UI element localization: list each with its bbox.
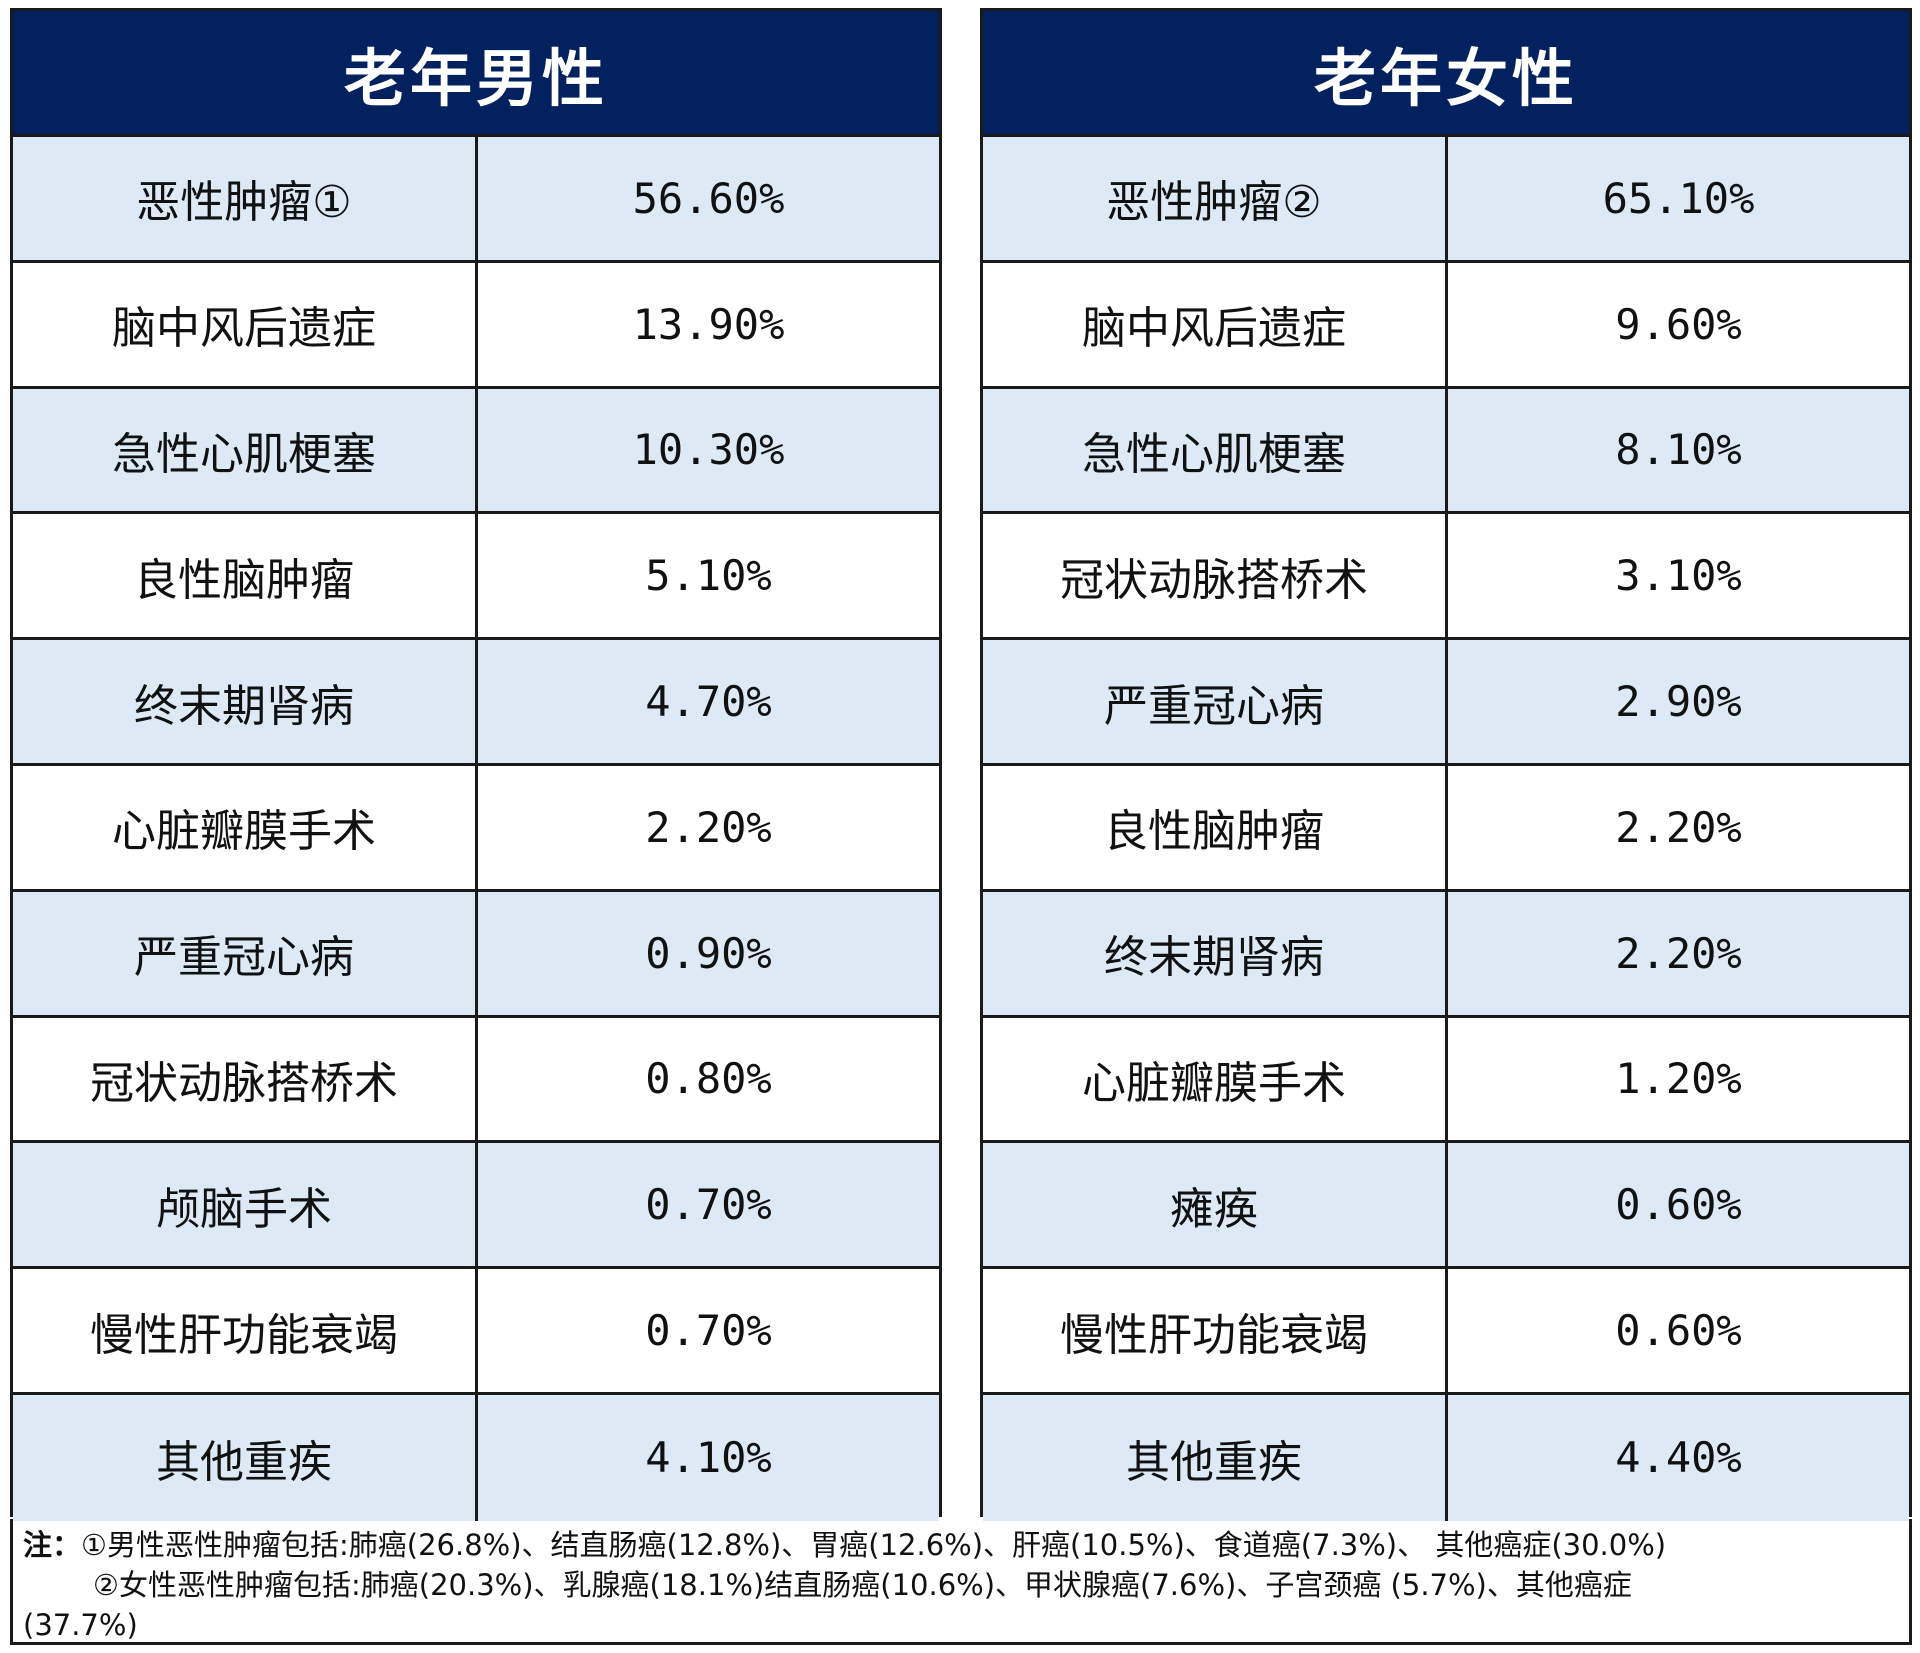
disease-name-cell: 严重冠心病 xyxy=(13,891,478,1015)
footnote-male-text: ①男性恶性肿瘤包括:肺癌(26.8%)、结直肠癌(12.8%)、胃癌(12.6%… xyxy=(81,1528,1667,1562)
disease-name-cell: 良性脑肿瘤 xyxy=(13,514,478,638)
disease-name-cell: 瘫痪 xyxy=(983,1143,1448,1267)
percentage-cell: 1.20% xyxy=(1615,1054,1742,1104)
female-table-rows: 恶性肿瘤② 65.10% 脑中风后遗症 9.60% 急性心肌梗塞 8.10% 冠状动脉搭桥术… xyxy=(983,137,1909,1521)
table-row: 心脏瓣膜手术 1.20% xyxy=(983,1017,1909,1144)
table-row: 严重冠心病 0.90% xyxy=(13,891,939,1018)
percentage-cell: 4.10% xyxy=(645,1433,772,1483)
disease-name-cell: 急性心肌梗塞 xyxy=(983,388,1448,512)
disease-name-cell: 冠状动脉搭桥术 xyxy=(13,1017,478,1141)
percentage-cell: 0.70% xyxy=(645,1180,772,1230)
percentage-cell: 0.60% xyxy=(1615,1306,1742,1356)
table-row: 恶性肿瘤① 56.60% xyxy=(13,137,939,263)
percentage-cell: 10.30% xyxy=(632,425,785,475)
percentage-cell: 2.20% xyxy=(1615,928,1742,978)
disease-name-cell: 慢性肝功能衰竭 xyxy=(13,1269,478,1392)
disease-name-cell: 急性心肌梗塞 xyxy=(13,388,478,512)
disease-name-cell: 心脏瓣膜手术 xyxy=(13,765,478,889)
male-table-rows: 恶性肿瘤① 56.60% 脑中风后遗症 13.90% 急性心肌梗塞 10.30% 良性脑肿瘤… xyxy=(13,137,939,1521)
footnote-line-1: 注：①男性恶性肿瘤包括:肺癌(26.8%)、结直肠癌(12.8%)、胃癌(12.… xyxy=(23,1525,1899,1565)
percentage-cell: 2.90% xyxy=(1615,677,1742,727)
percentage-cell: 2.20% xyxy=(645,802,772,852)
table-row: 心脏瓣膜手术 2.20% xyxy=(13,765,939,892)
footnote-line-3: (37.7%) xyxy=(23,1608,138,1642)
table-row: 终末期肾病 2.20% xyxy=(983,891,1909,1018)
percentage-cell: 0.60% xyxy=(1615,1180,1742,1230)
table-row: 急性心肌梗塞 10.30% xyxy=(13,388,939,515)
table-row: 严重冠心病 2.90% xyxy=(983,640,1909,766)
percentage-cell: 4.40% xyxy=(1615,1433,1742,1483)
table-row: 冠状动脉搭桥术 3.10% xyxy=(983,514,1909,641)
table-row: 颅脑手术 0.70% xyxy=(13,1143,939,1270)
disease-name-cell: 脑中风后遗症 xyxy=(13,262,478,386)
table-row: 良性脑肿瘤 2.20% xyxy=(983,765,1909,892)
percentage-cell: 0.70% xyxy=(645,1306,772,1356)
percentage-cell: 9.60% xyxy=(1615,299,1742,349)
disease-name-cell: 其他重疾 xyxy=(13,1394,478,1521)
disease-name-cell: 良性脑肿瘤 xyxy=(983,765,1448,889)
percentage-cell: 65.10% xyxy=(1602,173,1755,223)
percentage-cell: 4.70% xyxy=(645,677,772,727)
percentage-cell: 3.10% xyxy=(1615,551,1742,601)
table-row: 慢性肝功能衰竭 0.60% xyxy=(983,1269,1909,1395)
male-table: 老年男性 恶性肿瘤① 56.60% 脑中风后遗症 13.90% 急性心肌梗塞 10.30%… xyxy=(10,8,942,1521)
table-row: 脑中风后遗症 13.90% xyxy=(13,262,939,389)
percentage-cell: 13.90% xyxy=(632,299,785,349)
percentage-cell: 2.20% xyxy=(1615,802,1742,852)
footnote-line-2: ②女性恶性肿瘤包括:肺癌(20.3%)、乳腺癌(18.1%)结直肠癌(10.6%… xyxy=(93,1568,1632,1602)
disease-name-cell: 冠状动脉搭桥术 xyxy=(983,514,1448,638)
percentage-cell: 8.10% xyxy=(1615,425,1742,475)
disease-name-cell: 颅脑手术 xyxy=(13,1143,478,1267)
disease-name-cell: 恶性肿瘤② xyxy=(983,137,1448,260)
table-row: 瘫痪 0.60% xyxy=(983,1143,1909,1270)
male-table-title: 老年男性 xyxy=(13,11,939,137)
disease-name-cell: 终末期肾病 xyxy=(13,640,478,763)
disease-name-cell: 恶性肿瘤① xyxy=(13,137,478,260)
table-row: 冠状动脉搭桥术 0.80% xyxy=(13,1017,939,1144)
table-row: 其他重疾 4.10% xyxy=(13,1394,939,1521)
percentage-cell: 0.80% xyxy=(645,1054,772,1104)
female-table-title: 老年女性 xyxy=(983,11,1909,137)
table-row: 终末期肾病 4.70% xyxy=(13,640,939,766)
table-row: 急性心肌梗塞 8.10% xyxy=(983,388,1909,515)
footnote-label: 注： xyxy=(23,1528,82,1562)
percentage-cell: 5.10% xyxy=(645,551,772,601)
table-row: 其他重疾 4.40% xyxy=(983,1394,1909,1521)
percentage-cell: 0.90% xyxy=(645,928,772,978)
disease-name-cell: 脑中风后遗症 xyxy=(983,262,1448,386)
table-row: 脑中风后遗症 9.60% xyxy=(983,262,1909,389)
disease-name-cell: 慢性肝功能衰竭 xyxy=(983,1269,1448,1392)
disease-name-cell: 终末期肾病 xyxy=(983,891,1448,1015)
percentage-cell: 56.60% xyxy=(632,173,785,223)
disease-name-cell: 其他重疾 xyxy=(983,1394,1448,1521)
table-row: 良性脑肿瘤 5.10% xyxy=(13,514,939,641)
disease-name-cell: 心脏瓣膜手术 xyxy=(983,1017,1448,1141)
table-row: 恶性肿瘤② 65.10% xyxy=(983,137,1909,263)
female-table: 老年女性 恶性肿瘤② 65.10% 脑中风后遗症 9.60% 急性心肌梗塞 8.10% 冠状… xyxy=(980,8,1912,1521)
table-row: 慢性肝功能衰竭 0.70% xyxy=(13,1269,939,1395)
footnotes: 注：①男性恶性肿瘤包括:肺癌(26.8%)、结直肠癌(12.8%)、胃癌(12.… xyxy=(10,1519,1912,1645)
disease-name-cell: 严重冠心病 xyxy=(983,640,1448,763)
